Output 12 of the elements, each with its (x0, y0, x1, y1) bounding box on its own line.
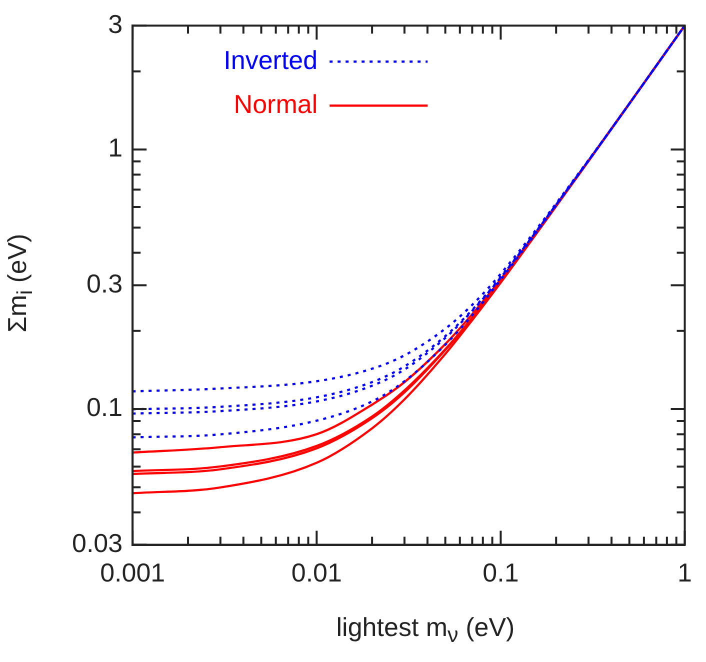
x-tick-label: 0.1 (482, 558, 519, 588)
legend-label: Inverted (224, 44, 318, 75)
legend-label: Normal (234, 88, 318, 119)
y-tick-label: 3 (108, 8, 123, 39)
y-tick-label: 0.1 (86, 392, 123, 422)
x-tick-label: 0.001 (100, 558, 166, 588)
x-tick-label: 1 (678, 558, 692, 588)
x-tick-label: 0.01 (291, 558, 342, 588)
y-tick-label: 0.03 (72, 528, 123, 558)
y-tick-label: 0.3 (86, 268, 123, 298)
x-axis-title: lightest m$_{ν}$ (eV) (335, 612, 516, 648)
y-tick-label: 1 (108, 132, 123, 163)
